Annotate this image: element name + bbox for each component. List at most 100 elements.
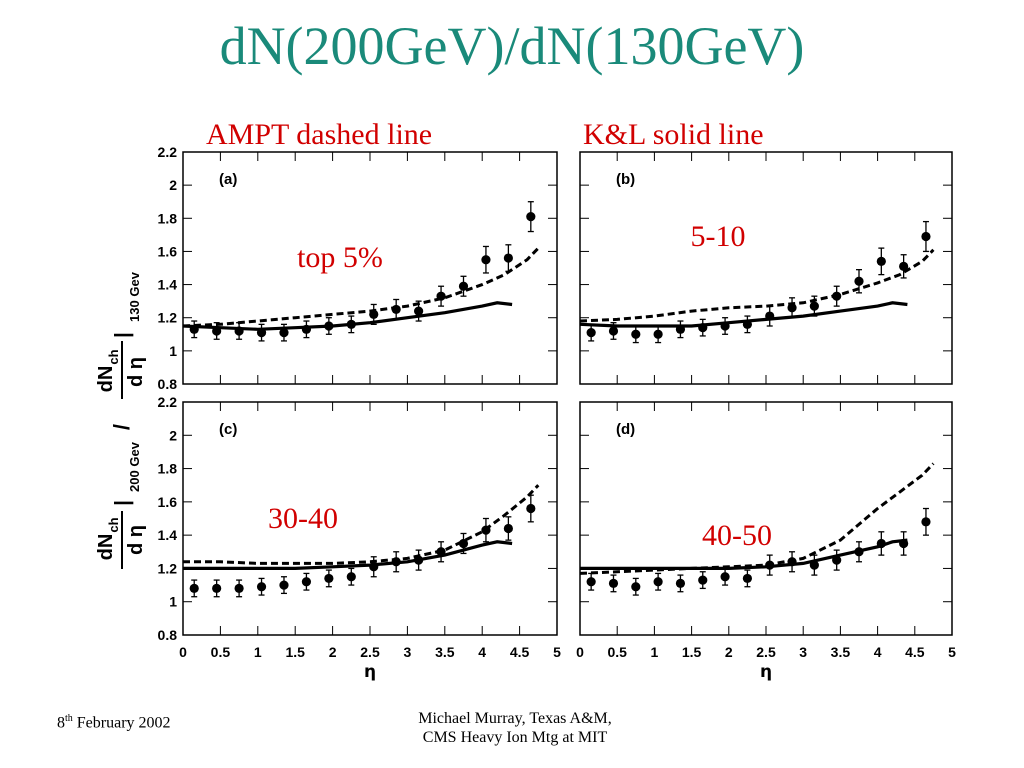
- x-tick-label: 4.5: [510, 644, 530, 660]
- y-tick-label: 1.8: [158, 461, 178, 477]
- data-point: [765, 311, 775, 321]
- data-point: [503, 523, 513, 534]
- y-tick-label: 0.8: [158, 627, 178, 643]
- y-label-upper-numerator: dN: [95, 366, 117, 393]
- data-point: [787, 557, 797, 567]
- data-point: [369, 562, 379, 572]
- x-tick-label: 5: [553, 644, 561, 660]
- x-tick-label: 2.5: [756, 644, 776, 660]
- y-tick-label: 1.6: [158, 494, 178, 510]
- y-axis-label: dN ch d η | 200 Gev / dN ch d η | 130 Gev: [95, 271, 147, 569]
- x-axis-label: η: [760, 662, 772, 682]
- x-tick-label: 3: [404, 644, 412, 660]
- data-point: [458, 281, 469, 291]
- x-tick-label: 3: [799, 644, 807, 660]
- data-point: [346, 572, 356, 582]
- data-point: [369, 309, 379, 319]
- panel-annotation: 5-10: [691, 220, 746, 253]
- data-point: [787, 303, 797, 313]
- y-label-lower-pipe: |: [112, 500, 134, 506]
- data-point: [586, 577, 596, 587]
- data-point: [631, 329, 641, 339]
- footer-author-line1: Michael Murray, Texas A&M,: [418, 710, 612, 727]
- series-line-kl-solid: [182, 301, 513, 331]
- chart-panel-4: 0 0.5 1 1.5 2 2.5 3 3.5 4 4.5 5 η (d) 40-50: [576, 401, 956, 682]
- data-point: [526, 503, 536, 514]
- data-point: [279, 328, 289, 338]
- y-tick-label: 0.8: [158, 376, 178, 392]
- x-tick-label: 0.5: [211, 644, 231, 660]
- data-point: [212, 326, 222, 336]
- y-tick-label: 2.2: [158, 144, 178, 160]
- x-tick-label: 0: [179, 644, 187, 660]
- y-label-lower-numerator: dN: [95, 534, 117, 561]
- data-point: [301, 324, 312, 334]
- y-tick-label: 1.2: [158, 560, 178, 576]
- x-tick-label: 2.5: [360, 644, 380, 660]
- plot-frame: [182, 401, 558, 636]
- chart-figure: 0.8 1 1.2 1.4 1.6 1.8 2 2.2 (a) top 5% (b) 5-10 0.8 1…: [95, 144, 956, 682]
- data-point: [503, 253, 513, 263]
- data-point: [324, 573, 334, 584]
- data-point: [212, 583, 222, 594]
- data-point: [436, 547, 446, 557]
- data-point: [653, 329, 663, 339]
- data-point: [391, 304, 401, 315]
- y-label-lower-sub-200: 200 Gev: [127, 441, 142, 492]
- x-axis-label: η: [364, 662, 376, 682]
- data-point: [608, 326, 619, 336]
- chart-panel-1: 0.8 1 1.2 1.4 1.6 1.8 2 2.2 (a) top 5%: [158, 144, 558, 392]
- y-tick-label: 1.6: [158, 243, 178, 259]
- data-point: [809, 301, 819, 311]
- series-line-ampt-dashed: [579, 462, 935, 575]
- data-point: [481, 525, 491, 535]
- y-tick-label: 1.4: [158, 527, 178, 543]
- data-point: [809, 560, 819, 570]
- panel-id-label: (b): [616, 171, 635, 188]
- data-point: [436, 291, 446, 301]
- data-point: [526, 212, 536, 222]
- series-line-ampt-dashed: [183, 484, 540, 565]
- data-point: [189, 583, 199, 594]
- y-tick-label: 2: [169, 177, 177, 193]
- x-tick-label: 4.5: [905, 644, 925, 660]
- panel-annotation: 40-50: [702, 519, 772, 552]
- data-point: [742, 573, 753, 584]
- panel-annotation: top 5%: [297, 241, 383, 274]
- panel-id-label: (a): [219, 171, 237, 188]
- x-tick-label: 0.5: [607, 644, 627, 660]
- data-point: [765, 560, 775, 570]
- data-point: [832, 555, 842, 565]
- x-tick-label: 5: [948, 644, 956, 660]
- data-point: [854, 276, 864, 286]
- data-point: [675, 324, 686, 334]
- data-point: [698, 575, 708, 585]
- x-tick-label: 2: [725, 644, 733, 660]
- data-point: [608, 578, 619, 589]
- y-label-slash: /: [109, 424, 134, 430]
- panel-id-label: (d): [616, 421, 635, 438]
- data-point: [256, 328, 267, 338]
- y-label-lower-numerator-sub: ch: [106, 517, 121, 532]
- data-point: [876, 538, 886, 549]
- footer-author-line2: CMS Heavy Ion Mtg at MIT: [422, 729, 608, 746]
- x-tick-label: 4: [874, 644, 882, 660]
- data-point: [234, 583, 244, 594]
- footer-date: 8th February 2002: [57, 713, 171, 732]
- y-tick-label: 1: [169, 343, 177, 359]
- footer-author: Michael Murray, Texas A&M, CMS Heavy Ion…: [380, 709, 650, 747]
- data-point: [899, 538, 909, 549]
- data-point: [586, 328, 596, 338]
- y-tick-label: 1: [169, 594, 177, 610]
- x-tick-label: 3.5: [831, 644, 851, 660]
- data-point: [414, 306, 424, 316]
- data-point: [876, 256, 886, 266]
- data-point: [301, 577, 312, 587]
- data-point: [234, 326, 244, 336]
- data-point: [414, 555, 424, 565]
- y-label-upper-sub-130: 130 Gev: [127, 271, 142, 322]
- data-point: [481, 255, 491, 265]
- y-tick-label: 2: [169, 427, 177, 443]
- x-tick-label: 1.5: [682, 644, 702, 660]
- data-point: [391, 557, 401, 567]
